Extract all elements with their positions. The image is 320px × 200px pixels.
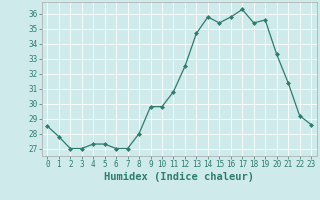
X-axis label: Humidex (Indice chaleur): Humidex (Indice chaleur) xyxy=(104,172,254,182)
